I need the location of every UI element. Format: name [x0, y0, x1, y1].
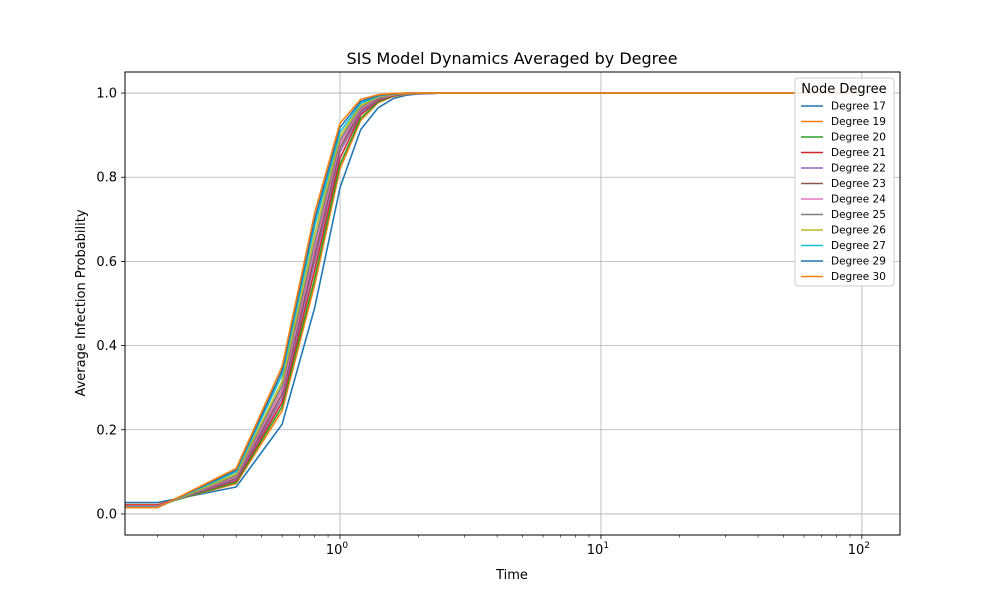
legend-label: Degree 24 [831, 194, 886, 206]
legend-label: Degree 21 [831, 147, 886, 159]
plot-frame [124, 71, 901, 536]
legend-label: Degree 30 [831, 271, 886, 283]
series-group [125, 92, 862, 509]
legend-label: Degree 23 [831, 178, 886, 190]
x-axis: 100 101 102 [157, 535, 870, 558]
legend-title: Node Degree [801, 82, 886, 97]
y-tick-label: 0.6 [96, 255, 117, 270]
y-axis: 0.0 0.2 0.4 0.6 0.8 1.0 [96, 87, 125, 522]
legend-label: Degree 29 [831, 256, 886, 268]
legend-label: Degree 19 [831, 116, 886, 128]
legend-label: Degree 25 [831, 209, 886, 221]
plot-area [125, 72, 900, 535]
y-axis-title: Average Infection Probability [74, 209, 89, 396]
legend-label: Degree 27 [831, 240, 886, 252]
legend-label: Degree 20 [831, 132, 886, 144]
x-tick-label: 100 [326, 541, 349, 558]
y-tick-label: 0.4 [96, 339, 117, 354]
y-tick-label: 0.8 [96, 171, 117, 186]
legend-label: Degree 26 [831, 225, 886, 237]
x-tick-label: 102 [848, 541, 870, 558]
chart-title: SIS Model Dynamics Averaged by Degree [346, 49, 677, 68]
y-tick-label: 0.2 [96, 423, 117, 438]
x-axis-title: Time [495, 568, 528, 583]
y-tick-label: 0.0 [96, 507, 117, 522]
series-line-12 [125, 92, 862, 509]
legend-label: Degree 22 [831, 163, 886, 175]
y-tick-label: 1.0 [96, 87, 117, 102]
legend-label: Degree 17 [831, 101, 886, 113]
legend-box [794, 77, 895, 287]
x-tick-label: 101 [587, 541, 609, 558]
legend-items: Degree 17 Degree 19 Degree 20 Degree 21 Degr… [801, 101, 886, 283]
